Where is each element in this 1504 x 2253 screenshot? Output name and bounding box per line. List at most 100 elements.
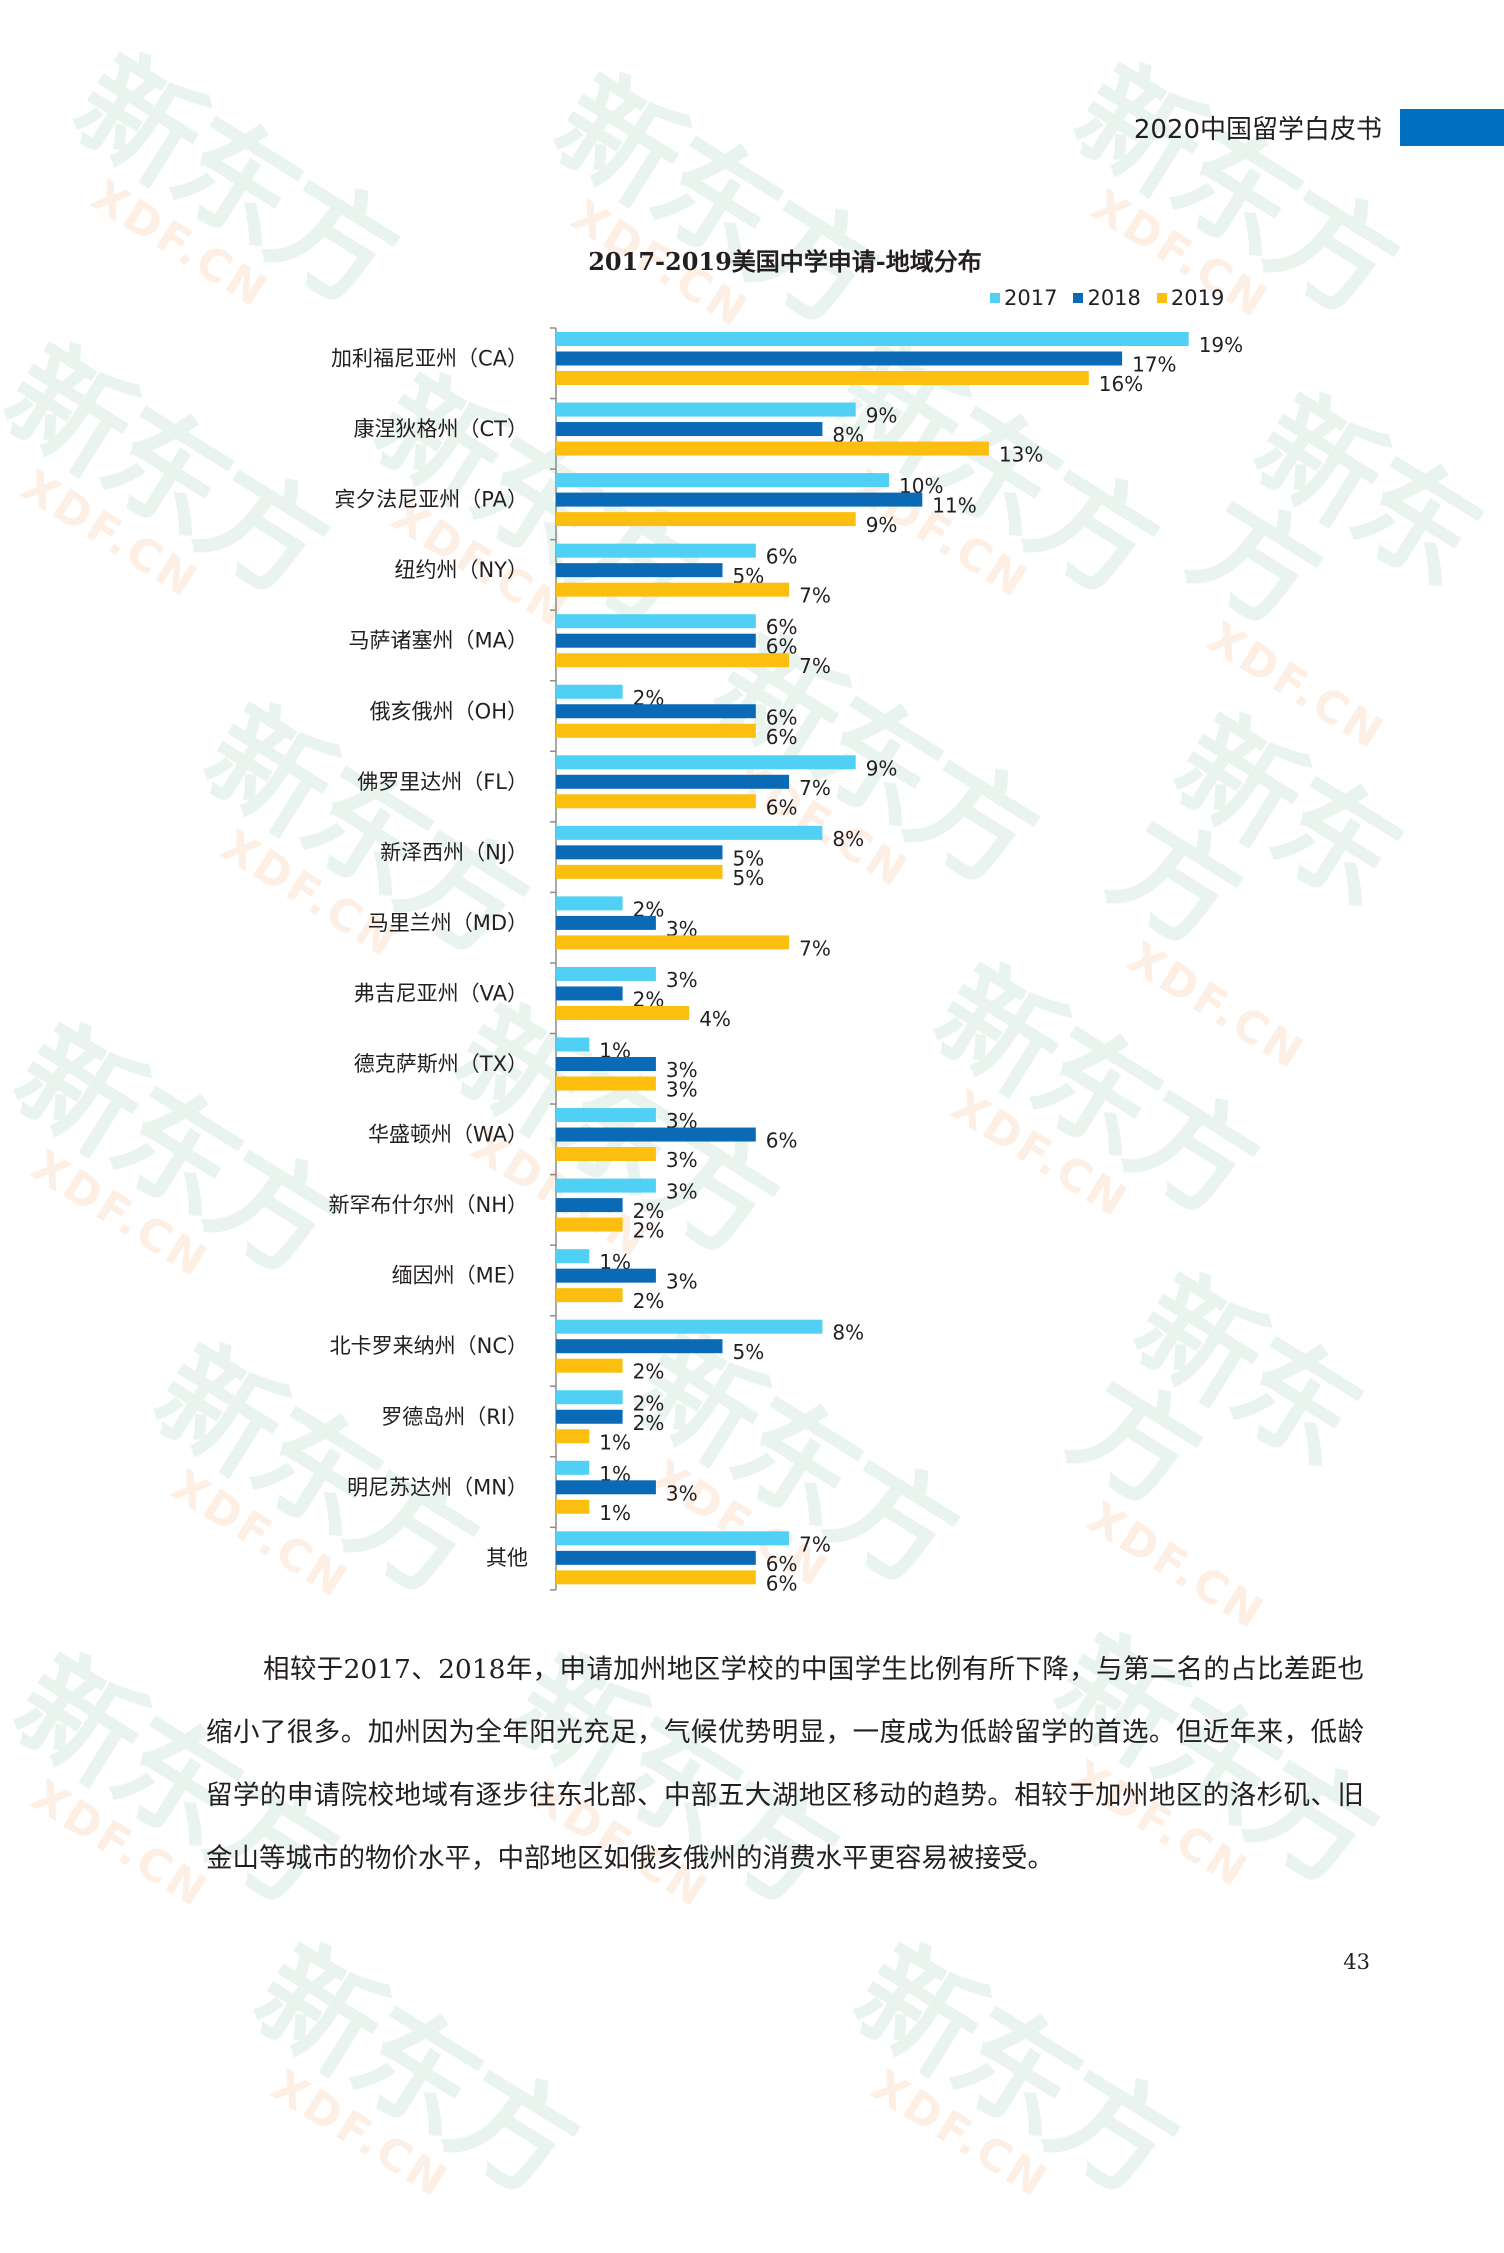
data-label: 8% xyxy=(832,827,864,851)
data-label: 6% xyxy=(766,545,798,569)
bar-2019 xyxy=(556,794,756,809)
data-label: 3% xyxy=(666,1481,698,1505)
bar-2017 xyxy=(556,332,1189,346)
category-label: 加利福尼亚州（CA） xyxy=(331,347,528,371)
data-label: 16% xyxy=(1099,372,1143,396)
bar-2019 xyxy=(556,371,1089,385)
bar-2019 xyxy=(556,582,790,597)
bar-2017 xyxy=(556,1037,590,1052)
data-label: 6% xyxy=(766,725,798,749)
category-label: 德克萨斯州（TX） xyxy=(354,1052,528,1076)
page-number: 43 xyxy=(1343,1950,1370,1974)
category-label: 马萨诸塞州（MA） xyxy=(349,629,528,653)
bar-2019 xyxy=(556,1147,656,1162)
bar-2018 xyxy=(556,1268,656,1283)
bar-2017 xyxy=(556,614,756,629)
data-label: 2% xyxy=(633,1289,665,1313)
bar-2017 xyxy=(556,684,623,699)
data-label: 2% xyxy=(633,1411,665,1435)
bar-2019 xyxy=(556,1005,690,1020)
bar-2017 xyxy=(556,1390,623,1405)
bar-2019 xyxy=(556,512,856,527)
bar-2017 xyxy=(556,755,856,770)
bar-2018 xyxy=(556,986,623,1001)
bar-2018 xyxy=(556,1409,623,1424)
bar-2019 xyxy=(556,1217,623,1232)
data-label: 9% xyxy=(866,404,898,428)
legend-swatch xyxy=(990,293,1000,303)
data-label: 7% xyxy=(799,654,831,678)
bar-2017 xyxy=(556,966,656,981)
bar-2018 xyxy=(556,1550,756,1565)
bar-2017 xyxy=(556,402,856,417)
category-label: 华盛顿州（WA） xyxy=(368,1123,528,1147)
chart-title: 2017-2019美国中学申请-地域分布 xyxy=(588,247,982,276)
bar-2018 xyxy=(556,1127,756,1142)
bar-2017 xyxy=(556,1319,823,1334)
category-label: 康涅狄格州（CT） xyxy=(354,417,529,441)
data-label: 2% xyxy=(633,1391,665,1415)
data-label: 6% xyxy=(766,1571,798,1595)
data-label: 5% xyxy=(733,1340,765,1364)
bar-2019 xyxy=(556,723,756,738)
body-text: 相较于2017、2018年，申请加州地区学校的中国学生比例有所下降，与第二名的占… xyxy=(206,1638,1364,1890)
category-label: 马里兰州（MD） xyxy=(368,911,528,935)
legend-label: 2019 xyxy=(1170,286,1225,310)
bar-2019 xyxy=(556,864,723,879)
category-label: 其他 xyxy=(486,1546,528,1570)
legend-label: 2017 xyxy=(1004,286,1058,310)
body-paragraph: 相较于2017、2018年，申请加州地区学校的中国学生比例有所下降，与第二名的占… xyxy=(206,1654,1364,1874)
data-label: 19% xyxy=(1199,333,1243,357)
category-label: 罗德岛州（RI） xyxy=(381,1405,528,1429)
data-label: 9% xyxy=(866,513,898,537)
legend-swatch xyxy=(1156,293,1167,303)
watermark-logo-text: 新东方 xyxy=(231,1921,596,2221)
legend-item-2017: 2017 xyxy=(990,286,1057,310)
watermark-url-text: XDF.CN xyxy=(862,2060,1058,2209)
category-label: 新罕布什尔州（NH） xyxy=(329,1193,529,1217)
data-label: 7% xyxy=(799,584,831,608)
bar-chart: 加利福尼亚州（CA） 19% 17%16% 康涅狄格州（CT） 9% 8% 13% 宾夕法尼亚… xyxy=(329,327,1243,1595)
data-label: 6% xyxy=(766,795,798,819)
data-label: 6% xyxy=(766,1129,798,1153)
bar-2019 xyxy=(556,1499,590,1514)
data-label: 2% xyxy=(633,1360,665,1384)
bar-2018 xyxy=(556,1480,656,1495)
category-label: 缅因州（ME） xyxy=(392,1264,528,1288)
data-label: 17% xyxy=(1132,353,1176,377)
bar-2018 xyxy=(556,774,790,789)
bar-2017 xyxy=(556,1531,790,1546)
category-label: 新泽西州（NJ） xyxy=(380,840,528,864)
bar-2018 xyxy=(556,704,756,719)
bar-2018 xyxy=(556,1339,723,1354)
bar-2017 xyxy=(556,1108,656,1123)
legend-item-2018: 2018 xyxy=(1073,286,1141,310)
data-label: 3% xyxy=(666,1058,698,1082)
bar-2019 xyxy=(556,1358,623,1373)
data-label: 5% xyxy=(733,846,765,870)
watermark: 新东方 XDF.CN xyxy=(813,1922,1196,2250)
data-label: 6% xyxy=(766,1552,798,1576)
bar-2018 xyxy=(556,492,923,507)
bar-2017 xyxy=(556,1249,590,1264)
data-label: 8% xyxy=(832,1321,864,1345)
data-label: 7% xyxy=(799,936,831,960)
legend-item-2019: 2019 xyxy=(1156,286,1225,310)
data-label: 4% xyxy=(699,1007,731,1031)
bar-2018 xyxy=(556,915,656,930)
header-accent-bar xyxy=(1400,109,1504,146)
data-label: 3% xyxy=(666,968,698,992)
bar-2017 xyxy=(556,473,889,488)
bar-2019 xyxy=(556,1076,656,1091)
bar-2017 xyxy=(556,825,823,840)
legend-swatch xyxy=(1073,293,1084,303)
category-label: 明尼苏达州（MN） xyxy=(347,1475,528,1499)
legend-label: 2018 xyxy=(1087,286,1141,310)
category-label: 弗吉尼亚州（VA） xyxy=(354,981,528,1005)
category-label: 北卡罗来纳州（NC） xyxy=(330,1334,528,1358)
data-label: 3% xyxy=(666,1148,698,1172)
watermark-url-text: XDF.CN xyxy=(262,2060,458,2209)
data-label: 2% xyxy=(633,1199,665,1223)
bar-2019 xyxy=(556,653,790,668)
bar-2019 xyxy=(556,1288,623,1303)
